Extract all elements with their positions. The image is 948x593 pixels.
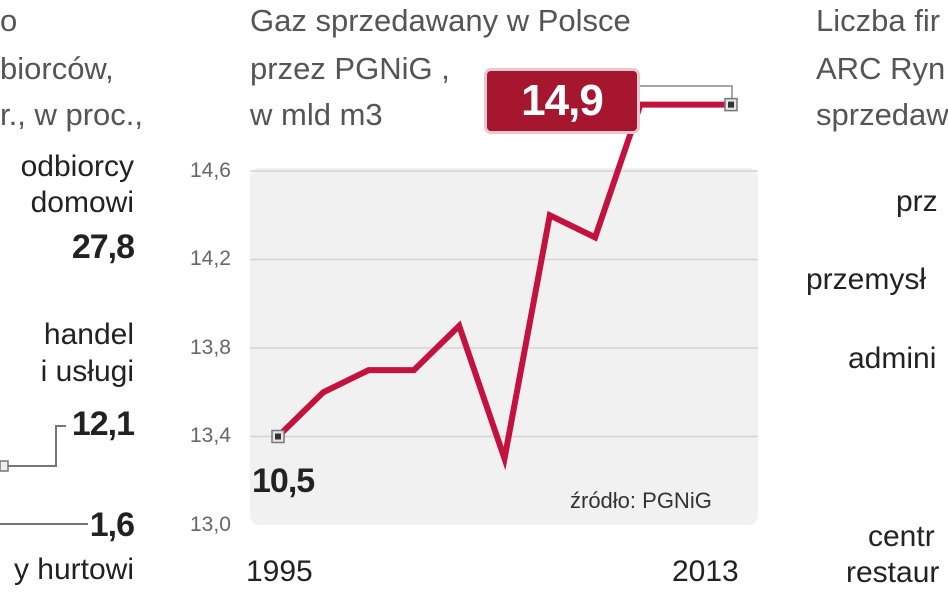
left-label-trade-2: i usługi <box>40 355 134 388</box>
right-title-line-1: Liczba fir <box>816 3 941 38</box>
y-tick-label: 13,8 <box>190 336 231 359</box>
left-value-wholesale: 1,6 <box>89 506 135 544</box>
chart-title-line-3: w mld m3 <box>250 97 383 132</box>
x-end-label: 2013 <box>672 555 739 588</box>
right-label: restaur <box>846 556 940 589</box>
y-tick-label: 14,2 <box>190 247 231 270</box>
right-title-line-2: ARC Ryn <box>816 51 946 86</box>
right-label: centr <box>868 520 935 553</box>
data-point <box>502 456 507 461</box>
leader-line <box>4 425 66 467</box>
data-point <box>411 368 416 373</box>
source-note: źródło: PGNiG <box>570 488 712 513</box>
start-point-marker-inner <box>275 433 281 440</box>
left-title-line-2: biorców, <box>0 51 114 86</box>
data-point <box>638 102 643 107</box>
data-point <box>457 323 462 328</box>
chart-title-line-2: przez PGNiG , <box>250 51 450 86</box>
y-tick-label: 14,6 <box>190 159 231 182</box>
data-point <box>593 235 598 240</box>
left-label-households-1: odbiorcy <box>20 150 134 183</box>
left-label-trade-1: handel <box>43 318 134 351</box>
left-value-households: 27,8 <box>71 228 135 266</box>
y-tick-label: 13,0 <box>190 513 231 536</box>
right-label: admini <box>848 342 937 375</box>
plot-background <box>250 168 758 525</box>
peak-leader-line <box>637 85 733 99</box>
right-title-line-3: sprzedaw <box>816 97 948 132</box>
data-point <box>366 368 371 373</box>
left-label-wholesale: y hurtowi <box>13 553 134 586</box>
x-start-label: 1995 <box>246 555 313 588</box>
right-label: prz <box>896 185 938 218</box>
end-point-marker-inner <box>728 101 734 108</box>
peak-value-badge: 14,9 <box>487 71 637 131</box>
data-point <box>321 390 326 395</box>
left-title-line-3: r., w proc., <box>0 97 143 132</box>
left-title-line-1: o <box>0 3 18 38</box>
left-value-trade: 12,1 <box>71 405 135 443</box>
data-point <box>683 102 688 107</box>
start-value-label: 10,5 <box>252 462 315 500</box>
leader-marker <box>0 460 9 472</box>
chart-title-line-1: Gaz sprzedawany w Polsce <box>250 3 631 38</box>
right-label: przemysł <box>806 263 927 296</box>
y-tick-label: 13,4 <box>190 424 231 447</box>
data-point <box>547 213 552 218</box>
left-label-households-2: domowi <box>30 186 134 219</box>
